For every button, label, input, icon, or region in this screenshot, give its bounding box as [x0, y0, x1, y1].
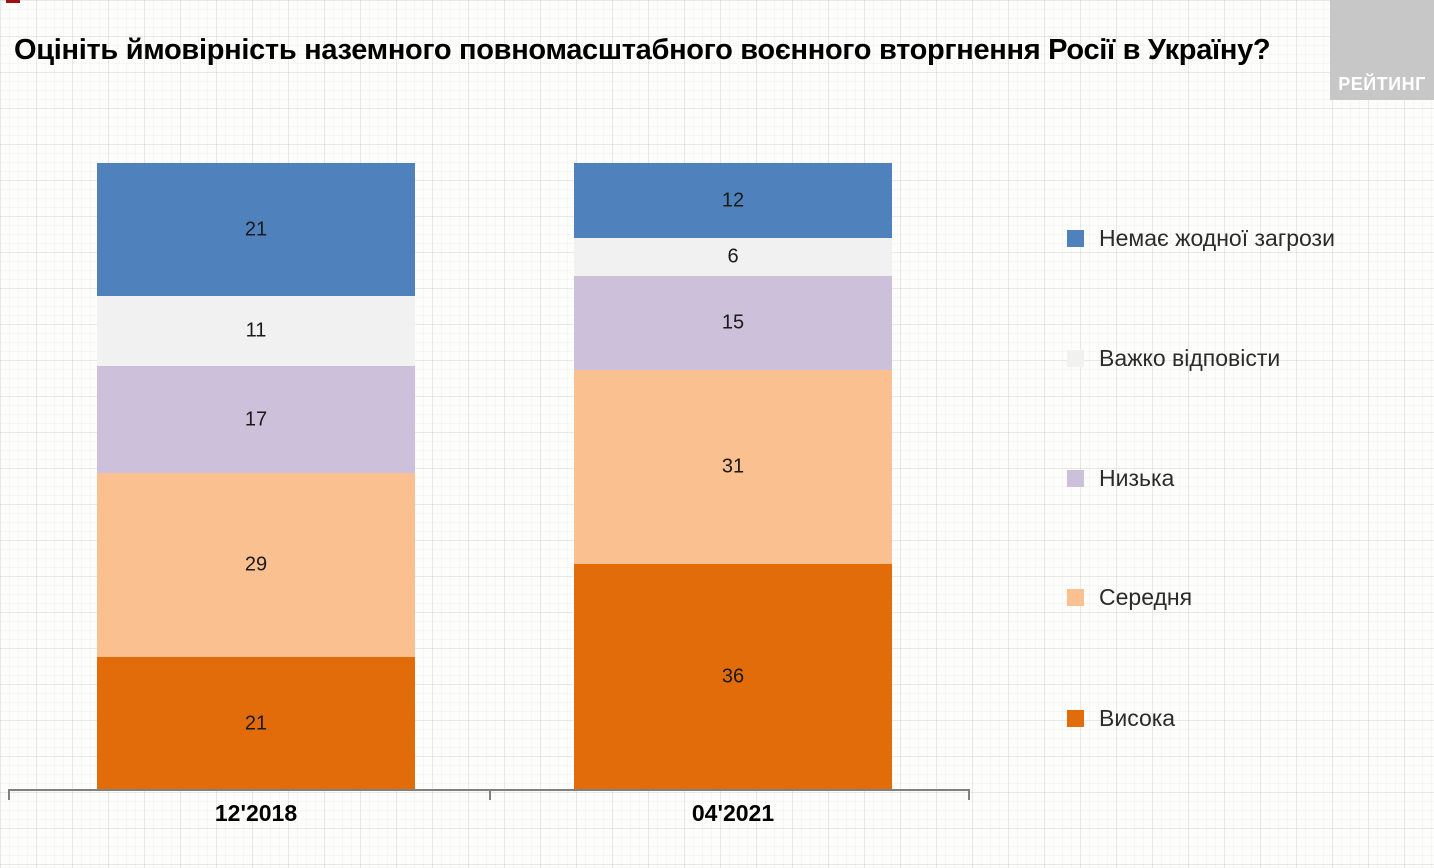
bar-segment-value: 15 — [721, 311, 745, 334]
legend-swatch-icon — [1067, 229, 1084, 247]
bar-segment-value: 21 — [244, 218, 268, 240]
bar-segment: 21 — [97, 163, 415, 296]
legend-label: Низька — [1099, 464, 1175, 491]
legend-item: Важко відповісти — [1067, 343, 1280, 373]
category-label: 12'2018 — [214, 800, 298, 826]
stacked-bar-04'2021: 36 31 15 6 12 — [574, 163, 892, 790]
legend-swatch-icon — [1067, 588, 1084, 606]
x-axis-tick — [489, 789, 491, 800]
chart-title: Оцініть ймовірність наземного повномасшт… — [14, 34, 1271, 66]
bar-segment: 15 — [574, 275, 892, 370]
bar-segment: 11 — [97, 296, 415, 366]
bar-segment-value: 11 — [245, 319, 267, 342]
x-axis-tick — [8, 789, 10, 800]
bar-segment-value: 36 — [721, 665, 745, 688]
bar-segment: 6 — [574, 238, 892, 276]
bar-segment-value: 21 — [244, 712, 268, 734]
rating-logo-text: РЕЙТИНГ — [1338, 74, 1426, 94]
legend-swatch-icon — [1067, 349, 1084, 367]
bar-segment-value: 6 — [727, 245, 739, 268]
bar-segment: 31 — [574, 369, 892, 565]
bar-segment-value: 12 — [721, 189, 745, 212]
legend-label: Немає жодної загрози — [1099, 224, 1335, 251]
bar-segment: 12 — [574, 163, 892, 239]
legend-item: Висока — [1067, 703, 1175, 733]
legend-item: Середня — [1067, 582, 1192, 612]
x-axis-tick — [968, 789, 970, 800]
legend-label: Середня — [1099, 583, 1193, 610]
category-label: 04'2021 — [691, 800, 775, 826]
bar-segment-value: 31 — [721, 455, 745, 478]
bar-segment: 36 — [574, 564, 892, 790]
legend-swatch-icon — [1067, 709, 1084, 727]
bar-segment-value: 17 — [244, 408, 268, 431]
legend-label: Важко відповісти — [1099, 344, 1281, 371]
legend-item: Немає жодної загрози — [1067, 223, 1335, 253]
rating-logo: РЕЙТИНГ — [1330, 0, 1434, 100]
bar-segment: 29 — [97, 473, 415, 657]
plot-area: 21 29 17 11 21 12'2018 36 31 15 6 12 04'2021 — [8, 163, 970, 826]
legend-label: Висока — [1099, 704, 1176, 731]
stacked-bar-12'2018: 21 29 17 11 21 — [97, 163, 415, 790]
legend-swatch-icon — [1067, 469, 1084, 487]
bar-segment: 17 — [97, 365, 415, 474]
bar-segment-value: 29 — [244, 553, 268, 576]
bar-segment: 21 — [97, 657, 415, 790]
corner-mark — [6, 0, 20, 3]
legend-item: Низька — [1067, 463, 1174, 493]
